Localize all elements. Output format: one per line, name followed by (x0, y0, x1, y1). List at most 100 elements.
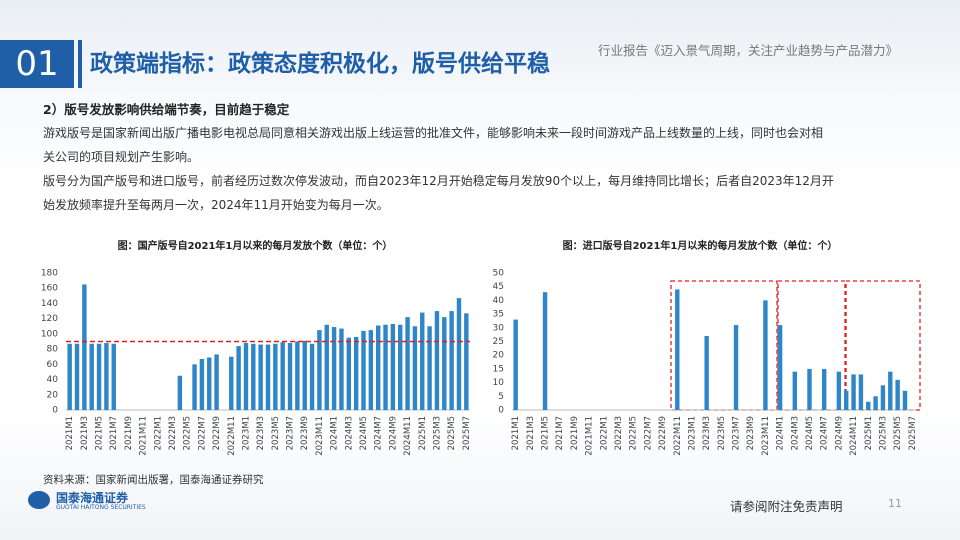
bar (295, 341, 300, 410)
bar (243, 343, 249, 410)
bar (405, 317, 410, 410)
source: 资料来源：国家新闻出版署，国泰海通证券研究 (43, 474, 264, 486)
x-tick-label: 2025M1 (418, 416, 428, 450)
bar (96, 343, 102, 410)
bar (880, 385, 886, 410)
bar (346, 337, 352, 410)
y-tick-label: 30 (493, 323, 505, 333)
bar (398, 324, 403, 410)
x-tick-label: 2023M7 (732, 416, 742, 450)
x-tick-label: 2022M1 (153, 416, 163, 450)
x-tick-label: 2022M5 (629, 416, 639, 450)
bar (513, 319, 518, 410)
x-tick-label: 2023M9 (746, 416, 756, 450)
x-tick-label: 2022M7 (197, 416, 207, 450)
x-tick-label: 2024M5 (359, 416, 369, 450)
bar (375, 325, 381, 410)
bar (207, 357, 212, 410)
y-tick-label: 60 (47, 360, 59, 370)
report-name: 行业报告《迈入景气周期，关注产业趋势与产品潜力》 (598, 43, 899, 58)
x-tick-label: 2023M9 (300, 416, 310, 450)
x-tick-label: 2022M11 (227, 416, 237, 456)
chart-title: 图：进口版号自2021年1月以来的每月发放个数（单位：个） (563, 239, 838, 252)
x-tick-label: 2024M1 (330, 416, 340, 450)
x-tick-label: 2023M5 (271, 416, 281, 450)
bar (902, 390, 908, 410)
x-tick-label: 2023M7 (286, 416, 296, 450)
bar (229, 356, 234, 410)
x-tick-label: 2024M3 (790, 416, 800, 450)
y-tick-label: 80 (47, 345, 59, 355)
x-tick-label: 2022M9 (212, 416, 222, 450)
bar (287, 343, 293, 410)
y-tick-label: 180 (41, 269, 58, 279)
chart-title: 图：国产版号自2021年1月以来的每月发放个数（单位：个） (118, 239, 393, 252)
x-tick-label: 2025M5 (447, 416, 457, 450)
section-number: 01 (0, 40, 74, 88)
bar (236, 346, 241, 410)
accent-bar (78, 40, 82, 88)
bar (265, 344, 271, 410)
logo-english: GUOTAI HAITONG SECURITIES (56, 504, 146, 511)
bar (895, 379, 900, 410)
x-tick-label: 2023M3 (256, 416, 266, 450)
bar (251, 343, 256, 410)
bar (542, 292, 548, 410)
bar (873, 396, 878, 410)
logo-icon (28, 491, 50, 509)
y-tick-label: 20 (493, 351, 505, 361)
logo-name: 国泰海通证券 (56, 491, 129, 505)
bar (302, 340, 307, 410)
x-tick-label: 2021M7 (555, 416, 565, 450)
y-tick-label: 100 (41, 329, 58, 339)
paragraph: 关公司的项目规划产生影响。 (43, 150, 200, 164)
y-tick-label: 140 (41, 299, 58, 309)
bar (67, 343, 72, 410)
y-tick-label: 40 (493, 296, 505, 306)
x-tick-label: 2021M11 (139, 416, 149, 456)
y-tick-label: 40 (47, 375, 59, 385)
y-tick-label: 15 (493, 364, 504, 374)
x-tick-label: 2025M3 (878, 416, 888, 450)
x-tick-label: 2023M11 (315, 416, 325, 456)
x-tick-label: 2024M3 (344, 416, 354, 450)
y-tick-label: 25 (493, 337, 504, 347)
y-tick-label: 120 (41, 314, 58, 324)
y-tick-label: 0 (52, 406, 58, 416)
x-tick-label: 2022M1 (599, 416, 609, 450)
highlight-box (670, 280, 778, 411)
bar (866, 401, 871, 410)
x-tick-label: 2024M5 (805, 416, 815, 450)
bar (427, 326, 432, 410)
bar (888, 371, 893, 410)
bar (412, 326, 418, 410)
x-tick-label: 2025M7 (908, 416, 918, 450)
bar (280, 342, 285, 410)
x-tick-label: 2022M3 (168, 416, 178, 450)
bar (792, 371, 798, 410)
bar (331, 327, 337, 410)
bar (104, 343, 109, 410)
bar (836, 371, 842, 410)
bar (82, 284, 87, 410)
slide-title: 政策端指标：政策态度积极化，版号供给平稳 (90, 51, 550, 77)
x-tick-label: 2021M1 (511, 416, 521, 450)
y-tick-label: 5 (498, 392, 504, 402)
x-tick-label: 2023M3 (702, 416, 712, 450)
bar (442, 317, 447, 410)
bar (763, 300, 768, 410)
bar (704, 336, 709, 410)
bar (89, 343, 94, 410)
y-tick-label: 10 (493, 378, 505, 388)
x-tick-label: 2024M11 (403, 416, 413, 456)
y-tick-label: 0 (498, 406, 504, 416)
x-tick-label: 2021M1 (65, 416, 75, 450)
bar (317, 330, 322, 410)
bar (368, 330, 374, 410)
x-tick-label: 2022M3 (614, 416, 624, 450)
x-tick-label: 2022M7 (643, 416, 653, 450)
paragraph: 版号分为国产版号和进口版号，前者经历过数次停发波动，而自2023年12月开始稳定… (43, 174, 834, 188)
y-tick-label: 20 (47, 390, 59, 400)
x-tick-label: 2022M5 (183, 416, 193, 450)
